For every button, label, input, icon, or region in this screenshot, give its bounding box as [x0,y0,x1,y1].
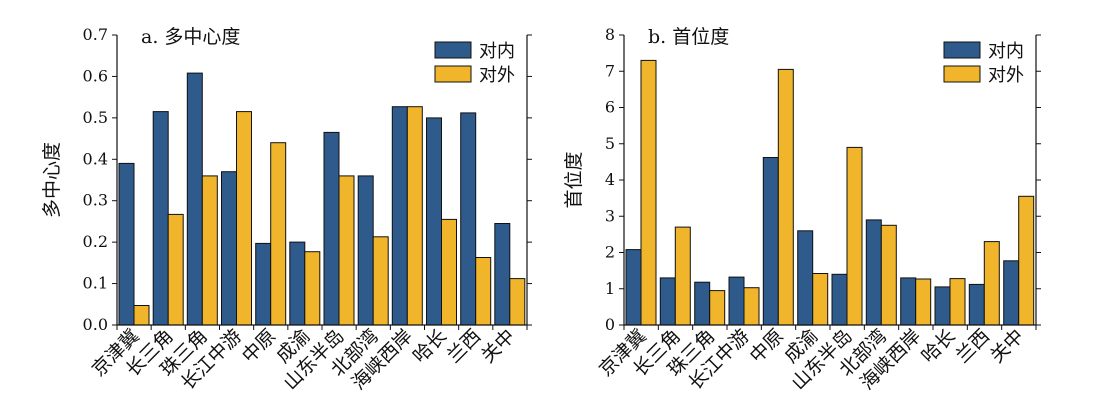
bar-outer-11 [509,278,526,326]
bar-inner-2 [186,72,203,326]
bar-outer-2 [709,290,726,326]
bar-inner-2 [694,281,711,326]
y-tick-label: 0.2 [83,232,108,251]
bar-outer-6 [846,146,863,326]
y-axis-label: 首位度 [563,151,585,208]
x-category-label: 关中 [477,325,519,367]
y-tick-label: 2 [605,243,615,262]
panel-title: a. 多中心度 [141,26,240,48]
bar-outer-7 [880,224,897,326]
bar-inner-3 [728,276,745,326]
x-category-label: 关中 [986,325,1028,367]
bar-outer-3 [743,287,760,326]
x-category-label: 中原 [746,325,788,367]
y-tick-label: 0.5 [83,108,108,127]
bar-inner-10 [460,112,477,326]
bar-outer-4 [777,68,794,326]
bar-inner-6 [323,131,340,326]
bar-outer-4 [270,142,287,326]
bar-inner-11 [494,223,511,326]
legend-swatch-outer [434,65,472,83]
bar-inner-0 [118,162,135,326]
legend-label-outer: 对外 [479,65,515,86]
bar-inner-7 [357,175,374,326]
chart-panel-a: 0.00.10.20.30.40.50.60.7京津冀长三角珠三角长江中游中原成… [41,25,532,394]
bar-outer-0 [640,59,657,326]
legend-swatch-outer [943,65,981,83]
y-tick-label: 4 [605,170,615,189]
y-tick-label: 6 [605,98,615,117]
bar-inner-10 [968,283,985,326]
legend-label-outer: 对外 [988,65,1024,86]
panel-title: b. 首位度 [648,26,729,48]
y-tick-label: 3 [605,206,615,225]
y-tick-label: 0.0 [83,315,108,334]
bar-inner-0 [625,249,642,326]
y-tick-label: 7 [605,61,615,80]
y-axis-label: 多中心度 [41,142,63,218]
bar-outer-0 [133,305,150,326]
x-category-label: 中原 [238,325,280,367]
bar-outer-10 [983,241,1000,326]
bar-inner-5 [289,241,306,326]
bar-outer-5 [304,251,321,326]
bar-outer-8 [406,106,423,326]
bar-outer-2 [201,175,218,326]
bar-inner-7 [865,219,882,326]
bar-inner-4 [762,157,779,326]
x-category-label: 兰西 [952,325,994,367]
y-tick-label: 0.7 [83,25,108,44]
bar-outer-1 [167,213,184,326]
bar-outer-9 [441,218,457,326]
y-tick-label: 0.1 [83,274,108,293]
y-tick-label: 8 [605,25,615,44]
bar-outer-6 [338,175,355,326]
y-tick-label: 0 [605,315,615,334]
bar-inner-9 [934,286,951,326]
bar-inner-8 [391,106,408,326]
legend-swatch-inner [434,41,472,59]
legend-label-inner: 对内 [479,41,515,62]
y-tick-label: 0.6 [83,66,108,85]
bar-inner-6 [831,273,848,326]
legend-swatch-inner [943,41,981,59]
bar-inner-4 [255,242,272,326]
bar-outer-5 [812,273,829,326]
y-tick-label: 5 [605,134,615,153]
x-category-label: 哈长 [917,325,959,367]
bar-outer-8 [915,278,932,326]
y-tick-label: 0.4 [83,149,108,168]
bar-inner-1 [152,111,169,326]
chart-panel-b: 012345678京津冀长三角珠三角长江中游中原成渝山东半岛北部湾海峡西岸哈长兰… [563,25,1041,394]
bar-inner-3 [221,171,237,326]
legend-label-inner: 对内 [988,41,1024,62]
bar-inner-8 [900,277,917,326]
bar-inner-1 [659,277,676,326]
bar-outer-9 [949,278,966,326]
bar-outer-11 [1018,195,1035,326]
x-category-label: 兰西 [443,325,485,367]
bar-outer-1 [674,226,691,326]
x-category-label: 哈长 [409,325,451,367]
bar-outer-7 [372,236,389,326]
bar-inner-11 [1003,260,1020,326]
y-tick-label: 1 [605,279,615,298]
bar-outer-3 [236,111,252,326]
y-tick-label: 0.3 [83,191,108,210]
bar-outer-10 [475,257,492,326]
bar-inner-5 [797,230,814,326]
bar-inner-9 [426,117,442,326]
